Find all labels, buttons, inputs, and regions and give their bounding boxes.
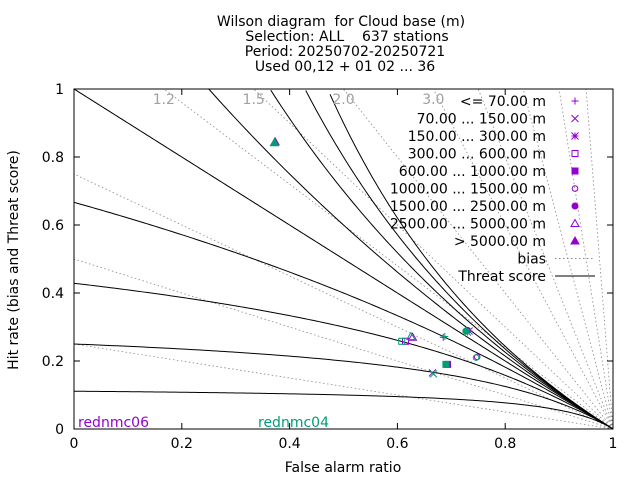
threat-score-curve — [73, 201, 614, 430]
chart-title: Wilson diagram for Cloud base (m) Select… — [217, 14, 465, 75]
legend-label: 300.00 ... 600.00 m — [408, 147, 546, 163]
series-label-rednmc06: rednmc06 — [78, 415, 149, 431]
threat-score-curve — [329, 94, 614, 430]
legend-label: <= 70.00 m — [460, 94, 546, 110]
bias-line — [432, 88, 614, 430]
data-point — [406, 331, 416, 341]
data-point — [401, 337, 409, 345]
data-point — [269, 137, 280, 147]
x-tick-label: 0 — [70, 436, 79, 452]
bias-labels: 1.2 1.5 2.0 3.0 — [153, 92, 445, 108]
title-line-3: Period: 20250702-20250721 — [245, 44, 445, 60]
data-point — [473, 353, 481, 361]
legend-label: Threat score — [457, 269, 546, 285]
legend-label: 600.00 ... 1000.00 m — [399, 164, 546, 180]
legend-label: 1000.00 ... 1500.00 m — [390, 182, 546, 198]
legend-label: 1500.00 ... 2500.00 m — [390, 199, 546, 215]
y-tick-label: 0 — [55, 422, 64, 438]
x-tick-label: 1 — [609, 436, 618, 452]
bias-line — [163, 88, 614, 430]
bias-label: 2.0 — [332, 92, 354, 108]
bias-line — [585, 88, 614, 430]
legend-marker — [570, 218, 580, 227]
legend-marker — [571, 150, 579, 157]
legend-label: 2500.00 ... 5000.00 m — [390, 217, 546, 233]
legend-marker — [571, 202, 579, 210]
y-tick-label: 1 — [55, 82, 64, 98]
title-line-1: Wilson diagram for Cloud base (m) — [217, 14, 465, 30]
title-line-2: Selection: ALL 637 stations — [245, 29, 448, 45]
y-tick-label: 0.2 — [42, 354, 64, 370]
legend-marker — [571, 167, 579, 175]
threat-score-curve — [73, 390, 614, 430]
data-point — [441, 333, 449, 341]
x-tick-label: 0.4 — [278, 436, 300, 452]
legend-label: bias — [517, 252, 546, 268]
bias-lines — [73, 88, 614, 430]
y-tick-label: 0.6 — [42, 218, 64, 234]
bias-line — [73, 173, 614, 430]
bias-line — [343, 88, 614, 430]
x-axis-label: False alarm ratio — [285, 460, 402, 476]
legend-label: > 5000.00 m — [454, 234, 546, 250]
legend-marker — [571, 114, 579, 123]
data-point — [442, 360, 450, 368]
plot-border — [73, 88, 614, 430]
y-axis-label: Hit rate (bias and Threat score) — [6, 150, 22, 370]
data-point — [472, 354, 480, 361]
bias-label: 1.2 — [153, 92, 175, 108]
x-tick-label: 0.2 — [171, 436, 193, 452]
threat-score-curve — [208, 88, 614, 430]
series-label-rednmc04: rednmc04 — [258, 415, 329, 431]
legend-marker — [571, 185, 579, 192]
bias-line — [253, 88, 614, 430]
x-tick-label: 0.8 — [494, 436, 516, 452]
data-points — [269, 136, 481, 378]
y-axis-ticks: 0 0.2 0.4 0.6 0.8 1 — [42, 82, 613, 438]
data-point — [462, 327, 470, 335]
threat-score-curve — [73, 282, 614, 430]
title-line-4: Used 00,12 + 01 02 ... 36 — [255, 59, 435, 75]
bias-line — [73, 343, 614, 430]
data-point — [429, 370, 438, 378]
threat-score-curve — [73, 343, 614, 430]
bias-line — [522, 88, 614, 430]
x-tick-label: 0.6 — [386, 436, 408, 452]
data-point — [407, 332, 418, 341]
legend-marker — [570, 235, 580, 245]
legend-marker — [571, 97, 579, 105]
legend-label: 150.00 ... 300.00 m — [408, 129, 546, 145]
bias-line — [477, 88, 614, 430]
threat-score-curve — [73, 88, 614, 430]
y-tick-label: 0.8 — [42, 150, 64, 166]
bias-label: 1.5 — [243, 92, 265, 108]
data-point — [439, 333, 447, 341]
x-axis-ticks: 0 0.2 0.4 0.6 0.8 1 — [70, 89, 618, 452]
legend-label: 70.00 ... 150.00 m — [417, 112, 546, 128]
legend-marker — [571, 132, 579, 140]
data-point — [398, 337, 406, 345]
threat-score-curve — [270, 89, 614, 430]
bias-label: 3.0 — [422, 92, 444, 108]
threat-score-lines — [73, 88, 614, 430]
y-tick-label: 0.4 — [42, 286, 64, 302]
bias-line — [558, 88, 614, 430]
